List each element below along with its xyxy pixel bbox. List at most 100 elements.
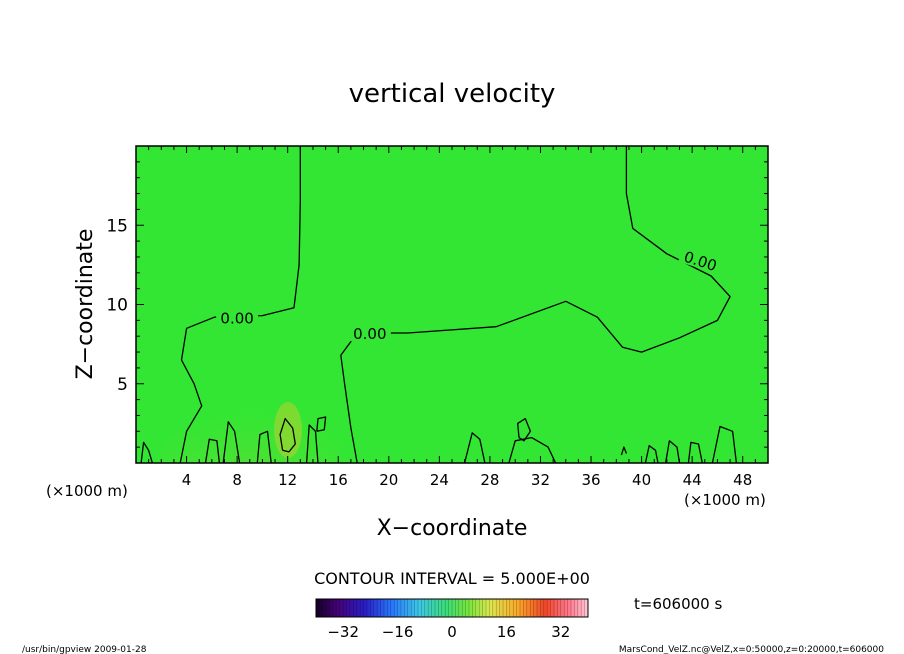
colorbar-cell [557, 599, 562, 617]
x-tick-label: 24 [430, 471, 449, 489]
colorbar-cell [509, 599, 514, 617]
colorbar-cell [438, 599, 443, 617]
colorbar-cell [421, 599, 426, 617]
colorbar-tick-label: −16 [382, 623, 414, 641]
colorbar [315, 599, 589, 617]
colorbar-cell [506, 599, 511, 617]
colorbar-cell [513, 599, 517, 617]
x-tick-label: 44 [683, 471, 702, 489]
colorbar-cell [486, 599, 490, 617]
colorbar-cell [373, 599, 378, 617]
x-unit-right: (×1000 m) [684, 491, 766, 509]
contour-line [340, 146, 731, 463]
x-axis-label: X−coordinate [377, 516, 528, 541]
colorbar-cell [475, 599, 480, 617]
colorbar-cell [492, 599, 497, 617]
colorbar-cell [516, 599, 521, 617]
colorbar-cell [397, 599, 402, 617]
time-label: t=606000 s [634, 595, 722, 613]
colorbar-cell [394, 599, 398, 617]
contour-label-bg [678, 246, 724, 275]
colorbar-tick-label: 0 [447, 623, 457, 641]
y-axis-label: Z−coordinate [73, 229, 98, 380]
footer-left: /usr/bin/gpview 2009-01-28 [22, 645, 147, 654]
colorbar-tick-label: 32 [551, 623, 570, 641]
contour-line [316, 416, 327, 432]
contour-line [222, 421, 241, 463]
contour-line [256, 430, 272, 463]
colorbar-cell [540, 599, 545, 617]
chart-title: vertical velocity [349, 79, 556, 109]
colorbar-cell [547, 599, 551, 617]
colorbar-cell [503, 599, 507, 617]
x-tick-label: 32 [531, 471, 550, 489]
contour-line [179, 146, 301, 463]
colorbar-cell [448, 599, 453, 617]
contour-label-bg [216, 309, 259, 326]
colorbar-cell [411, 599, 415, 617]
colorbar-cell [404, 599, 409, 617]
contour-line [140, 441, 154, 463]
colorbar-cell [431, 599, 436, 617]
colorbar-cell [550, 599, 555, 617]
contour-line [517, 417, 532, 442]
contour-line [305, 424, 319, 463]
contour-line [508, 436, 557, 463]
contour-line [644, 444, 659, 463]
contour-line [463, 432, 486, 463]
colorbar-cell [523, 599, 528, 617]
colorbar-cell [339, 599, 344, 617]
colorbar-frame [315, 598, 589, 618]
colorbar-cell [458, 599, 463, 617]
colorbar-cell [462, 599, 466, 617]
contour-line [687, 441, 703, 463]
colorbar-cell [360, 599, 364, 617]
colorbar-cell [479, 599, 483, 617]
colorbar-cell [571, 599, 575, 617]
colorbar-cell [554, 599, 558, 617]
colorbar-cell [316, 599, 320, 617]
colorbar-cell [489, 599, 494, 617]
colorbar-cell [537, 599, 541, 617]
x-tick-label: 4 [182, 471, 192, 489]
colorbar-cell [567, 599, 572, 617]
colorbar-cell [424, 599, 429, 617]
colorbar-cell [363, 599, 368, 617]
x-tick-label: 48 [733, 471, 752, 489]
colorbar-cell [326, 599, 330, 617]
x-tick-label: 20 [379, 471, 398, 489]
colorbar-cell [465, 599, 470, 617]
colorbar-cell [564, 599, 568, 617]
contour-interval: CONTOUR INTERVAL = 5.000E+00 [314, 569, 590, 588]
x-tick-label: 8 [232, 471, 242, 489]
warm-anomaly-core [274, 402, 302, 458]
x-unit-left: (×1000 m) [46, 482, 128, 500]
colorbar-cell [322, 599, 327, 617]
colorbar-cell [407, 599, 412, 617]
contour-label: 0.00 [220, 309, 253, 327]
colorbar-cell [418, 599, 422, 617]
colorbar-cell [533, 599, 538, 617]
colorbar-cell [574, 599, 579, 617]
colorbar-tick-label: 16 [497, 623, 516, 641]
colorbar-cell [455, 599, 460, 617]
colorbar-cell [387, 599, 392, 617]
y-tick-label: 15 [106, 216, 128, 236]
colorbar-cell [401, 599, 405, 617]
colorbar-cell [577, 599, 582, 617]
colorbar-cell [377, 599, 381, 617]
y-tick-label: 5 [117, 375, 128, 395]
contour-line [204, 438, 221, 463]
colorbar-cell [560, 599, 565, 617]
x-tick-label: 36 [581, 471, 600, 489]
x-tick-label: 40 [632, 471, 651, 489]
contour-label-bg [348, 325, 391, 342]
colorbar-cell [469, 599, 473, 617]
x-axis-ticks: 4 8 12 16 20 24 28 32 36 40 44 48 [148, 146, 756, 489]
contour-labels: 0.000.000.00 [216, 246, 724, 343]
colorbar-cell [414, 599, 419, 617]
colorbar-cell [452, 599, 456, 617]
colorbar-cell [343, 599, 347, 617]
contour-line [664, 440, 681, 463]
colorbar-cell [482, 599, 487, 617]
